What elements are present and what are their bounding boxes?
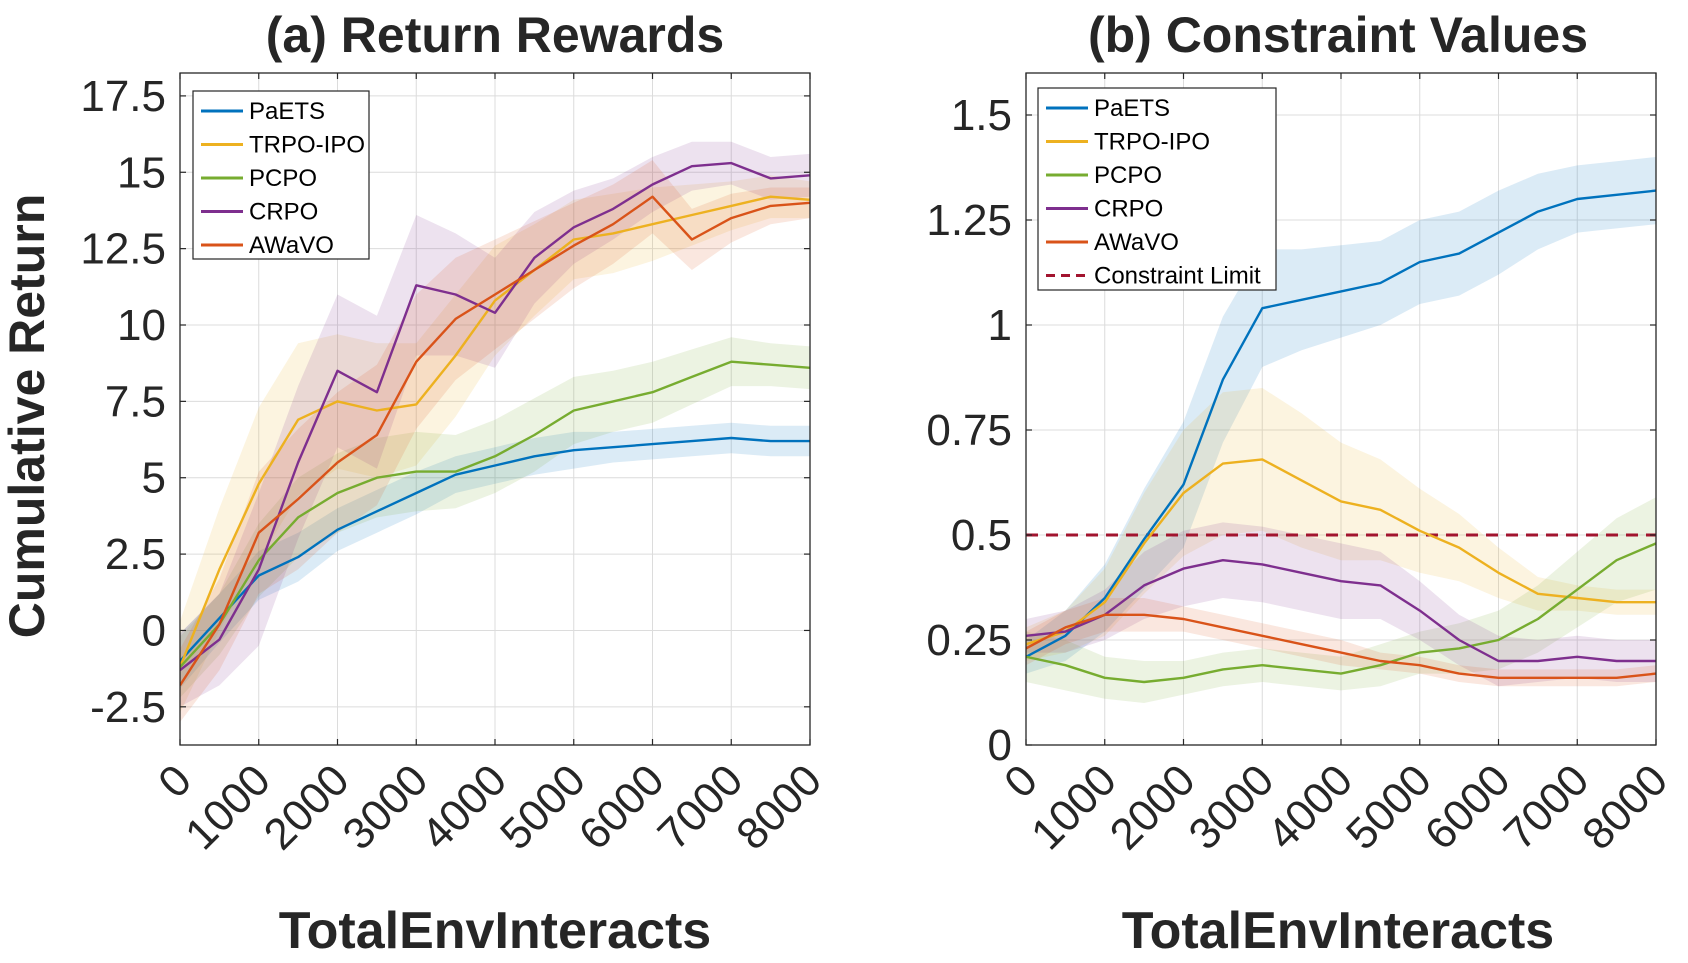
chart-a-band-pcpo [180,337,810,698]
chart-a-ytick-label-5: 10 [117,301,166,350]
chart-b: (b) Constraint Values TotalEnvInteracts … [926,7,1677,960]
chart-a-title: (a) Return Rewards [266,7,724,63]
chart-b-xtick-label-4: 4000 [1258,755,1362,859]
chart-a-legend-label-1: TRPO-IPO [249,132,365,159]
chart-a-ytick-label-2: 2.5 [105,530,166,579]
chart-a-series-group [180,141,810,723]
chart-a-ytick-label-0: -2.5 [90,683,166,732]
chart-b-xtick-label-6: 6000 [1416,755,1520,859]
chart-b-line-trpo-ipo [1026,458,1656,646]
chart-b-legend-box [1037,87,1277,291]
chart-b-xtick-label-7: 7000 [1495,755,1599,859]
chart-a-xtick-label-4: 4000 [412,755,516,859]
chart-b-line-pcpo [1026,542,1656,684]
chart-a-ytick-label-7: 15 [117,148,166,197]
chart-b-legend-label-3: CRPO [1094,196,1163,223]
chart-a-line-trpo-ipo [180,195,810,668]
chart-a-line-paets [180,436,810,662]
chart-a-xtick-label-2: 2000 [255,755,359,859]
chart-b-line-crpo [1026,559,1656,663]
chart-a-legend: PaETS TRPO-IPO PCPO CRPO AWaVO [192,90,370,260]
chart-b-band-paets [1026,157,1656,674]
chart-b-legend-label-1: TRPO-IPO [1094,129,1210,156]
chart-b-legend-label-4: AWaVO [1094,229,1179,256]
chart-b-ytick-label-2: 0.5 [951,511,1012,560]
chart-a-xtick-label-8: 8000 [727,755,831,859]
chart-b-legend-label-2: PCPO [1094,162,1162,189]
chart-b-legend-label-5: Constraint Limit [1094,263,1261,290]
chart-a-ylabel: Cumulative Return [0,194,55,639]
chart-a: (a) Return Rewards TotalEnvInteracts Cum… [0,7,831,960]
chart-a-xtick-label-5: 5000 [491,755,595,859]
chart-b-xtick-label-2: 2000 [1101,755,1205,859]
chart-a-ytick-label-6: 12.5 [80,225,166,274]
chart-b-ytick-label-5: 1.25 [926,196,1012,245]
chart-a-band-paets [180,422,810,689]
chart-a-legend-label-4: AWaVO [249,232,334,259]
chart-b-series-group [1026,157,1656,703]
chart-b-xtick-label-3: 3000 [1180,755,1284,859]
chart-b-ytick-label-3: 0.75 [926,406,1012,455]
chart-b-ytick-label-6: 1.5 [951,91,1012,140]
chart-b-ytick-label-0: 0 [988,721,1012,770]
chart-b-band-crpo [1026,522,1656,687]
chart-a-ytick-label-4: 7.5 [105,377,166,426]
chart-b-legend-label-0: PaETS [1094,95,1170,122]
chart-a-xtick-label-3: 3000 [334,755,438,859]
chart-a-line-awavo [180,195,810,687]
chart-a-xlabel: TotalEnvInteracts [279,902,711,960]
chart-a-legend-label-3: CRPO [249,199,318,226]
chart-a-ytick-label-8: 17.5 [80,72,166,121]
chart-b-band-pcpo [1026,497,1656,703]
chart-a-ytick-label-3: 5 [142,454,166,503]
chart-a-line-pcpo [180,360,810,668]
chart-b-ytick-label-4: 1 [988,301,1012,350]
chart-a-band-crpo [180,141,810,707]
chart-a-legend-label-2: PCPO [249,165,317,192]
chart-b-line-awavo [1026,613,1656,679]
chart-a-xtick-label-1: 1000 [176,755,280,859]
chart-a-legend-label-0: PaETS [249,98,325,125]
chart-a-xtick-label-7: 7000 [649,755,753,859]
chart-b-band-trpo-ipo [1026,388,1656,661]
chart-a-xtick-label-6: 6000 [570,755,674,859]
chart-b-line-paets [1026,189,1656,658]
chart-b-xtick-label-5: 5000 [1337,755,1441,859]
chart-b-xlabel: TotalEnvInteracts [1122,902,1554,960]
chart-a-line-crpo [180,161,810,672]
chart-b-legend: PaETS TRPO-IPO PCPO CRPO AWaVO Constraint Lim… [1037,87,1277,291]
chart-a-xtick-label-0: 0 [149,755,201,807]
chart-b-ytick-label-1: 0.25 [926,616,1012,665]
chart-a-legend-box [192,90,370,260]
chart-b-xtick-label-1: 1000 [1022,755,1126,859]
chart-b-xtick-label-8: 8000 [1573,755,1677,859]
chart-b-title: (b) Constraint Values [1088,7,1588,63]
chart-a-ytick-label-1: 0 [142,606,166,655]
